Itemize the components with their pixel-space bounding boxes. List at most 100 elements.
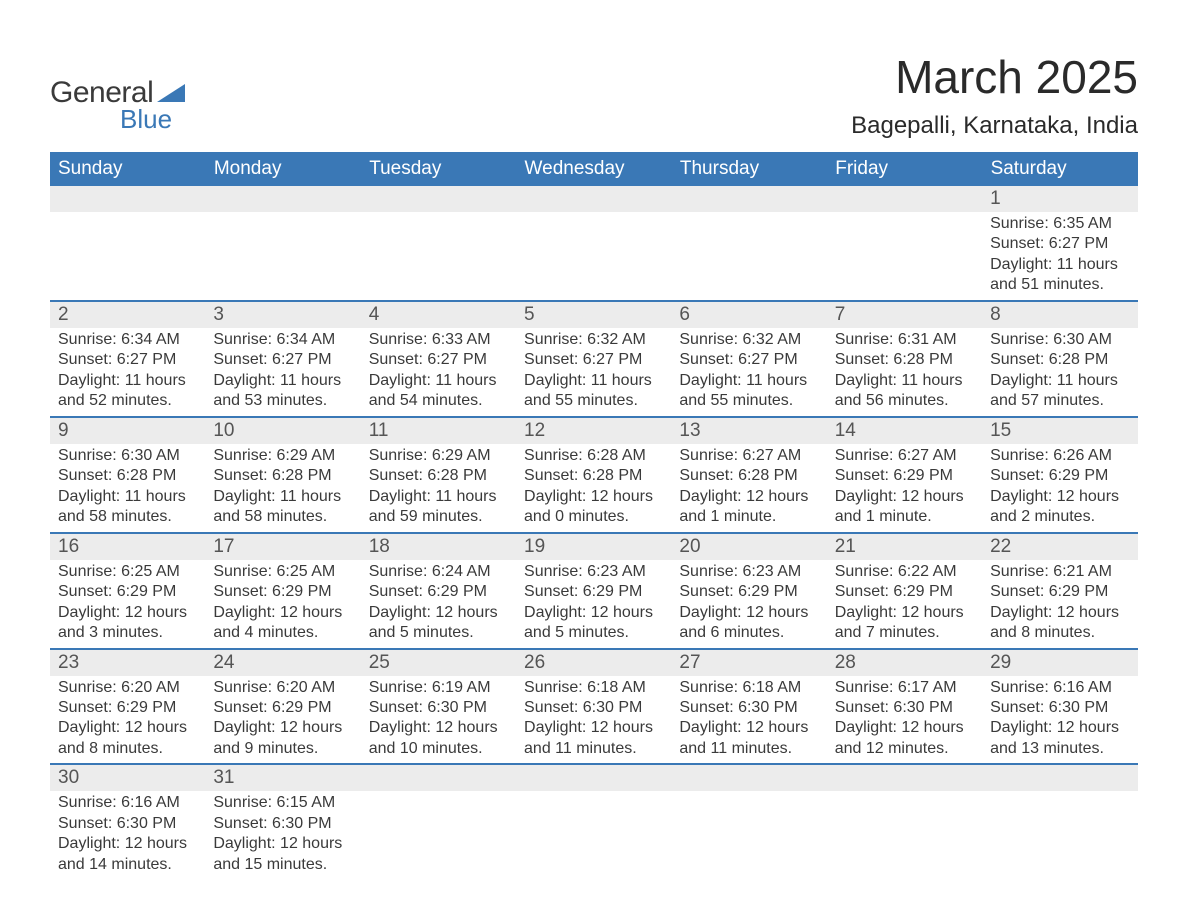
day-number	[361, 765, 516, 791]
daylight-text-1: Daylight: 12 hours	[213, 834, 352, 854]
sunrise-text: Sunrise: 6:22 AM	[835, 562, 974, 582]
sunrise-text: Sunrise: 6:25 AM	[213, 562, 352, 582]
sunset-text: Sunset: 6:27 PM	[679, 350, 818, 370]
calendar-cell: 1Sunrise: 6:35 AMSunset: 6:27 PMDaylight…	[982, 186, 1137, 301]
calendar-week-row: 30Sunrise: 6:16 AMSunset: 6:30 PMDayligh…	[50, 764, 1138, 879]
calendar-cell: 9Sunrise: 6:30 AMSunset: 6:28 PMDaylight…	[50, 417, 205, 533]
sunrise-text: Sunrise: 6:31 AM	[835, 330, 974, 350]
sunset-text: Sunset: 6:29 PM	[990, 582, 1129, 602]
day-body: Sunrise: 6:20 AMSunset: 6:29 PMDaylight:…	[205, 676, 360, 764]
day-body	[827, 212, 982, 218]
daylight-text-1: Daylight: 12 hours	[524, 603, 663, 623]
sunrise-text: Sunrise: 6:18 AM	[524, 678, 663, 698]
sunset-text: Sunset: 6:30 PM	[524, 698, 663, 718]
sunset-text: Sunset: 6:29 PM	[990, 466, 1129, 486]
sunrise-text: Sunrise: 6:17 AM	[835, 678, 974, 698]
calendar-cell: 6Sunrise: 6:32 AMSunset: 6:27 PMDaylight…	[671, 301, 826, 417]
day-body: Sunrise: 6:29 AMSunset: 6:28 PMDaylight:…	[361, 444, 516, 532]
calendar-cell: 5Sunrise: 6:32 AMSunset: 6:27 PMDaylight…	[516, 301, 671, 417]
day-body: Sunrise: 6:15 AMSunset: 6:30 PMDaylight:…	[205, 791, 360, 879]
day-body: Sunrise: 6:27 AMSunset: 6:29 PMDaylight:…	[827, 444, 982, 532]
sunrise-text: Sunrise: 6:29 AM	[369, 446, 508, 466]
daylight-text-2: and 12 minutes.	[835, 739, 974, 759]
day-number: 9	[50, 418, 205, 444]
day-number: 20	[671, 534, 826, 560]
day-number: 8	[982, 302, 1137, 328]
day-body: Sunrise: 6:32 AMSunset: 6:27 PMDaylight:…	[671, 328, 826, 416]
day-body: Sunrise: 6:23 AMSunset: 6:29 PMDaylight:…	[671, 560, 826, 648]
sunrise-text: Sunrise: 6:21 AM	[990, 562, 1129, 582]
day-body	[827, 791, 982, 797]
sunrise-text: Sunrise: 6:29 AM	[213, 446, 352, 466]
month-title: March 2025	[851, 50, 1138, 104]
calendar-cell: 14Sunrise: 6:27 AMSunset: 6:29 PMDayligh…	[827, 417, 982, 533]
brand-name-part2: Blue	[120, 104, 185, 135]
sunset-text: Sunset: 6:29 PM	[58, 698, 197, 718]
daylight-text-2: and 1 minute.	[679, 507, 818, 527]
sunset-text: Sunset: 6:28 PM	[990, 350, 1129, 370]
sunrise-text: Sunrise: 6:26 AM	[990, 446, 1129, 466]
daylight-text-1: Daylight: 12 hours	[213, 718, 352, 738]
calendar-cell: 25Sunrise: 6:19 AMSunset: 6:30 PMDayligh…	[361, 649, 516, 765]
sunrise-text: Sunrise: 6:34 AM	[58, 330, 197, 350]
sunrise-text: Sunrise: 6:34 AM	[213, 330, 352, 350]
daylight-text-2: and 11 minutes.	[524, 739, 663, 759]
daylight-text-1: Daylight: 11 hours	[679, 371, 818, 391]
day-body: Sunrise: 6:29 AMSunset: 6:28 PMDaylight:…	[205, 444, 360, 532]
calendar-cell: 27Sunrise: 6:18 AMSunset: 6:30 PMDayligh…	[671, 649, 826, 765]
sunset-text: Sunset: 6:30 PM	[835, 698, 974, 718]
daylight-text-2: and 8 minutes.	[990, 623, 1129, 643]
daylight-text-1: Daylight: 12 hours	[990, 603, 1129, 623]
weekday-header: Monday	[205, 152, 360, 186]
daylight-text-2: and 51 minutes.	[990, 275, 1129, 295]
calendar-cell	[516, 764, 671, 879]
daylight-text-2: and 56 minutes.	[835, 391, 974, 411]
page-header: General Blue March 2025 Bagepalli, Karna…	[50, 50, 1138, 140]
sunset-text: Sunset: 6:27 PM	[213, 350, 352, 370]
daylight-text-1: Daylight: 12 hours	[369, 718, 508, 738]
calendar-head: Sunday Monday Tuesday Wednesday Thursday…	[50, 152, 1138, 186]
sunset-text: Sunset: 6:27 PM	[990, 234, 1129, 254]
daylight-text-2: and 55 minutes.	[679, 391, 818, 411]
weekday-row: Sunday Monday Tuesday Wednesday Thursday…	[50, 152, 1138, 186]
sunset-text: Sunset: 6:29 PM	[524, 582, 663, 602]
day-number: 17	[205, 534, 360, 560]
calendar-cell: 19Sunrise: 6:23 AMSunset: 6:29 PMDayligh…	[516, 533, 671, 649]
sunset-text: Sunset: 6:28 PM	[524, 466, 663, 486]
daylight-text-2: and 3 minutes.	[58, 623, 197, 643]
day-number	[50, 186, 205, 212]
day-body	[982, 791, 1137, 797]
calendar-cell	[982, 764, 1137, 879]
calendar-cell: 16Sunrise: 6:25 AMSunset: 6:29 PMDayligh…	[50, 533, 205, 649]
calendar-cell	[827, 186, 982, 301]
day-number: 28	[827, 650, 982, 676]
day-body: Sunrise: 6:30 AMSunset: 6:28 PMDaylight:…	[982, 328, 1137, 416]
day-number	[671, 765, 826, 791]
sunrise-text: Sunrise: 6:25 AM	[58, 562, 197, 582]
calendar-cell	[361, 764, 516, 879]
sunrise-text: Sunrise: 6:30 AM	[990, 330, 1129, 350]
day-body: Sunrise: 6:30 AMSunset: 6:28 PMDaylight:…	[50, 444, 205, 532]
sunset-text: Sunset: 6:29 PM	[679, 582, 818, 602]
calendar-cell: 21Sunrise: 6:22 AMSunset: 6:29 PMDayligh…	[827, 533, 982, 649]
sunrise-text: Sunrise: 6:23 AM	[524, 562, 663, 582]
calendar-cell: 30Sunrise: 6:16 AMSunset: 6:30 PMDayligh…	[50, 764, 205, 879]
day-body: Sunrise: 6:25 AMSunset: 6:29 PMDaylight:…	[205, 560, 360, 648]
daylight-text-1: Daylight: 11 hours	[369, 371, 508, 391]
daylight-text-1: Daylight: 12 hours	[58, 718, 197, 738]
day-number: 3	[205, 302, 360, 328]
day-number	[671, 186, 826, 212]
calendar-cell	[671, 186, 826, 301]
sunset-text: Sunset: 6:30 PM	[990, 698, 1129, 718]
daylight-text-1: Daylight: 12 hours	[524, 487, 663, 507]
weekday-header: Wednesday	[516, 152, 671, 186]
day-body: Sunrise: 6:33 AMSunset: 6:27 PMDaylight:…	[361, 328, 516, 416]
sunset-text: Sunset: 6:29 PM	[58, 582, 197, 602]
brand-logo: General Blue	[50, 76, 185, 135]
daylight-text-2: and 58 minutes.	[213, 507, 352, 527]
weekday-header: Saturday	[982, 152, 1137, 186]
sunrise-text: Sunrise: 6:28 AM	[524, 446, 663, 466]
day-number	[516, 186, 671, 212]
day-number: 29	[982, 650, 1137, 676]
day-number	[827, 186, 982, 212]
